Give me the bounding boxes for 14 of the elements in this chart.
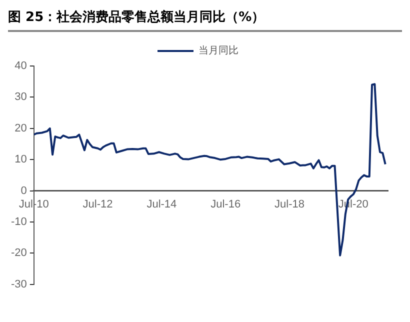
y-tick-label: -20 [10, 247, 27, 260]
y-tick-label: 20 [14, 122, 27, 134]
x-tick-label: Jul-16 [210, 198, 241, 210]
y-tick-label: 40 [14, 60, 27, 72]
y-tick-label: -10 [10, 216, 27, 228]
y-tick-label: 0 [20, 184, 27, 197]
y-tick-label: 10 [14, 154, 27, 166]
legend-label: 当月同比 [198, 44, 238, 57]
y-tick-label: 30 [14, 91, 27, 104]
x-tick-label: Jul-14 [146, 198, 177, 210]
x-tick-label: Jul-18 [274, 198, 304, 210]
y-tick-label: -30 [10, 278, 27, 290]
x-tick-label: Jul-12 [82, 198, 113, 210]
chart-title: 图 25：社会消费品零售总额当月同比（%） [8, 8, 402, 32]
